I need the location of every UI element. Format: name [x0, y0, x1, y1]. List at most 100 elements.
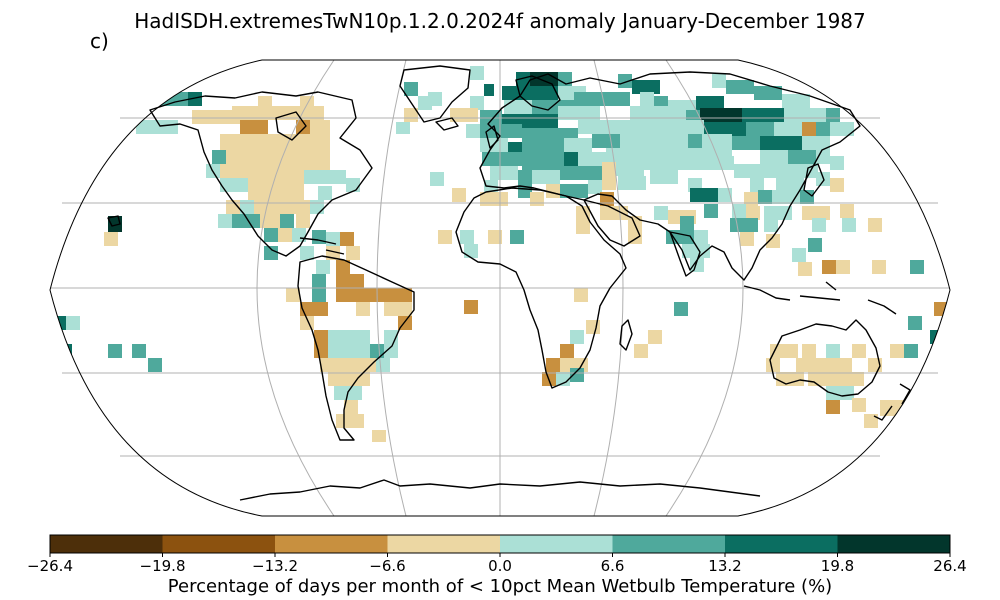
data-cell [908, 316, 922, 330]
data-cell [310, 120, 330, 134]
data-cell [694, 230, 708, 244]
data-cell [332, 170, 346, 184]
colorbar-block [162, 535, 276, 553]
data-cell [518, 170, 532, 184]
scandinavia-coast [515, 75, 561, 111]
colorbar-tick-label: 6.6 [600, 557, 625, 575]
data-cell [188, 92, 202, 106]
colorbar-block [275, 535, 388, 553]
data-cell [784, 344, 798, 358]
data-cell [470, 66, 484, 80]
data-cell [564, 152, 578, 166]
data-cell [452, 188, 466, 202]
data-cell [312, 274, 326, 288]
data-cell [802, 136, 830, 150]
data-cell [576, 220, 590, 234]
africa-coast [455, 187, 627, 389]
data-cell [438, 230, 452, 244]
data-cell [704, 122, 746, 136]
data-cell [522, 156, 564, 170]
data-cell [766, 234, 780, 248]
colorbar-block [837, 535, 951, 553]
colorbar-block [612, 535, 726, 553]
data-cell [404, 82, 418, 96]
data-cell [836, 372, 864, 386]
data-cell [758, 190, 772, 204]
data-cell [632, 80, 660, 94]
data-cell [836, 260, 850, 274]
madagascar-coast [619, 319, 633, 351]
data-cell [648, 330, 662, 344]
iceland-coast [435, 117, 459, 131]
data-cell [218, 214, 232, 228]
data-cell [826, 400, 840, 414]
data-cell [384, 344, 398, 358]
data-cell [300, 302, 328, 316]
north-america-coast [149, 91, 373, 257]
data-cell [336, 414, 364, 428]
data-cell [808, 238, 822, 252]
data-cell [816, 122, 830, 136]
data-cell [682, 244, 710, 258]
data-cell [104, 232, 118, 246]
data-cell [674, 302, 688, 316]
data-cell [802, 206, 830, 220]
map-outline [49, 59, 951, 517]
data-cell [766, 358, 780, 372]
data-cell [482, 152, 522, 166]
colorbar-tick-label: −19.8 [139, 557, 186, 575]
data-cell [654, 206, 668, 220]
data-cell [696, 96, 724, 110]
data-cell [556, 372, 570, 386]
data-cell [376, 358, 390, 372]
data-cell [280, 214, 294, 228]
hudson-bay [275, 111, 307, 141]
data-cell [320, 358, 376, 372]
data-cell [328, 372, 370, 386]
data-cell [864, 414, 878, 428]
data-cell [840, 204, 854, 218]
data-cell [826, 344, 840, 358]
data-cell [264, 246, 278, 260]
data-cell [688, 134, 702, 148]
colorbar-blocks [50, 535, 951, 553]
data-cell [66, 316, 80, 330]
data-cell [344, 400, 358, 414]
graticule [50, 59, 950, 517]
data-cell [760, 136, 802, 150]
data-cell [616, 162, 644, 176]
data-cell [326, 246, 340, 260]
coastlines [107, 65, 911, 501]
data-cell [428, 92, 442, 106]
data-cell [750, 178, 764, 192]
data-cell [546, 358, 560, 372]
colorbar-tick-label: −13.2 [252, 557, 298, 575]
data-cell [132, 344, 146, 358]
data-cell [522, 142, 564, 156]
data-cell [570, 330, 584, 344]
data-cell [304, 170, 332, 184]
data-cell [108, 344, 122, 358]
data-cell [560, 184, 588, 198]
data-cell [910, 260, 924, 274]
data-cell [248, 178, 304, 200]
colorbar-block [725, 535, 838, 553]
data-cell [464, 300, 478, 314]
data-cell [774, 122, 802, 136]
data-cell [872, 260, 886, 274]
data-cell [754, 86, 782, 100]
colorbar-block [500, 535, 613, 553]
data-cell [148, 358, 162, 372]
data-cell [378, 288, 412, 302]
data-cell [336, 274, 364, 288]
data-cell [510, 230, 524, 244]
data-cell [618, 176, 646, 190]
data-cell [174, 92, 188, 106]
data-cell [822, 260, 836, 274]
data-cell [746, 206, 760, 220]
data-cell [732, 136, 760, 150]
data-cell [490, 166, 518, 180]
data-cell [296, 120, 310, 134]
data-cell [792, 248, 806, 262]
data-cell [574, 92, 630, 106]
